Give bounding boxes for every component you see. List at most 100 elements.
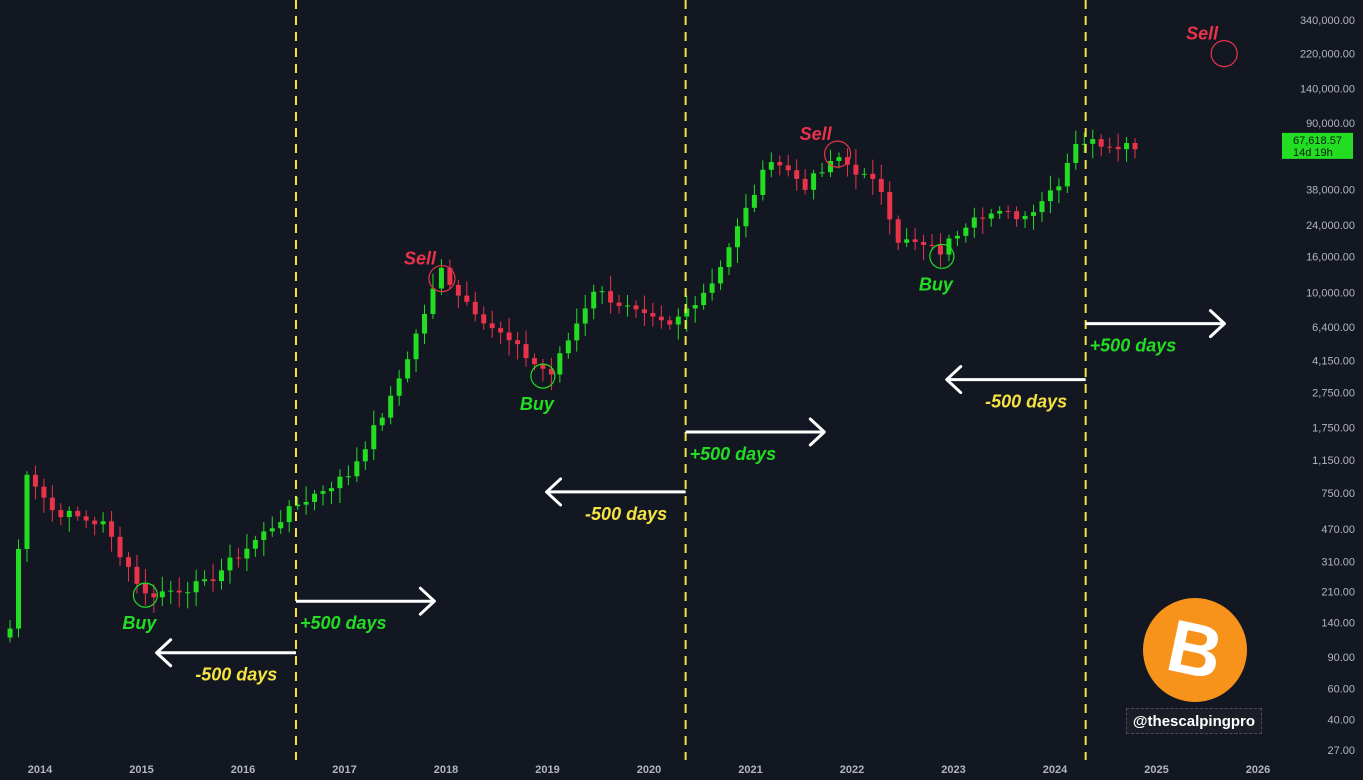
candle-body <box>828 160 834 173</box>
sell-circle <box>1210 40 1238 68</box>
candle-body <box>142 583 148 594</box>
candle-body <box>455 284 461 296</box>
y-tick-label: 4,150.00 <box>1312 356 1355 368</box>
candle-body <box>235 557 241 559</box>
y-tick-label: 38,000.00 <box>1306 184 1355 196</box>
candle-body <box>1124 143 1130 150</box>
buy-circle <box>132 582 158 608</box>
candle-body <box>870 173 876 179</box>
candle-body <box>66 510 72 518</box>
candle-body <box>1047 190 1053 202</box>
candle-body <box>278 522 284 529</box>
sell-circle <box>428 264 456 293</box>
candle-body <box>591 291 597 309</box>
candle-body <box>92 520 98 525</box>
candle-body <box>861 173 867 175</box>
y-tick-label: 10,000.00 <box>1306 288 1355 300</box>
y-tick-label: 2,750.00 <box>1312 387 1355 399</box>
candle-body <box>582 308 588 324</box>
candle-body <box>819 172 825 174</box>
candle-body <box>548 368 554 375</box>
y-tick-label: 210.00 <box>1321 586 1355 598</box>
candle-body <box>498 328 504 333</box>
candle-body <box>388 395 394 418</box>
arrow-head <box>155 638 173 668</box>
x-tick-label: 2023 <box>941 764 965 776</box>
candle-body <box>362 449 368 462</box>
candle-body <box>176 590 182 593</box>
candle-body <box>599 291 605 293</box>
candle-body <box>7 628 13 638</box>
x-tick-label: 2014 <box>28 764 53 776</box>
candle-body <box>811 173 817 190</box>
candle-body <box>844 157 850 165</box>
candle-body <box>32 474 38 487</box>
candle-body <box>438 267 444 289</box>
candle-body <box>345 476 351 478</box>
day-arrows: -500 days +500 days -500 days +500 days -500… <box>155 309 1226 685</box>
candle-body <box>109 521 115 537</box>
candle-body <box>1064 162 1070 187</box>
candle-body <box>244 548 250 559</box>
x-axis: 2014 2015 2016 2017 2018 2019 2020 2021 2022 2023… <box>28 764 1270 776</box>
candles <box>7 129 1138 643</box>
candle-body <box>210 579 216 582</box>
candle-body <box>159 591 165 598</box>
candle-body <box>633 305 639 310</box>
y-tick-label: 90,000.00 <box>1306 118 1355 130</box>
y-tick-label: 90.00 <box>1327 652 1355 664</box>
candle-body <box>252 540 258 549</box>
candle-body <box>261 531 267 541</box>
candle-body <box>1115 146 1121 150</box>
y-tick-label: 310.00 <box>1321 556 1355 568</box>
candle-body <box>1107 146 1113 148</box>
candle-body <box>405 359 411 379</box>
candle-body <box>887 191 893 220</box>
candle-body <box>151 593 157 598</box>
arrow-head <box>418 586 436 616</box>
candle-body <box>481 314 487 324</box>
y-tick-label: 220,000.00 <box>1300 49 1355 61</box>
candle-body <box>777 162 783 166</box>
candle-body <box>41 486 47 498</box>
candle-body <box>83 516 89 521</box>
candle-body <box>650 313 656 317</box>
y-tick-label: 140,000.00 <box>1300 84 1355 96</box>
candle-body <box>379 417 385 426</box>
arrow-head <box>545 477 563 507</box>
candle-body <box>295 504 301 507</box>
x-tick-label: 2026 <box>1246 764 1270 776</box>
candle-body <box>523 344 529 359</box>
candle-body <box>134 566 140 584</box>
candle-body <box>24 474 30 549</box>
candle-body <box>1056 186 1062 191</box>
candle-body <box>878 178 884 192</box>
x-tick-label: 2022 <box>840 764 864 776</box>
candle-body <box>100 521 106 525</box>
watermark: @thescalpingpro <box>1126 708 1262 734</box>
sell-circle <box>823 140 852 168</box>
candle-body <box>202 579 208 582</box>
candle-body <box>117 536 123 558</box>
y-tick-label: 470.00 <box>1321 524 1355 536</box>
candle-body <box>836 157 842 161</box>
candle-body <box>802 178 808 190</box>
candle-body <box>743 207 749 227</box>
candle-body <box>718 267 724 284</box>
candle-body <box>75 510 81 517</box>
candle-body <box>1014 211 1020 220</box>
candle-body <box>760 169 766 195</box>
candle-body <box>540 364 546 369</box>
candle-body <box>515 340 521 345</box>
candle-body <box>1039 201 1045 213</box>
candle-body <box>303 501 309 505</box>
candle-body <box>489 323 495 329</box>
x-tick-label: 2015 <box>129 764 153 776</box>
candle-body <box>641 309 647 314</box>
candle-body <box>320 491 326 494</box>
candle-body <box>768 162 774 170</box>
candle-body <box>1090 139 1096 144</box>
candle-body <box>193 581 199 593</box>
buy-label: Buy <box>122 613 157 633</box>
